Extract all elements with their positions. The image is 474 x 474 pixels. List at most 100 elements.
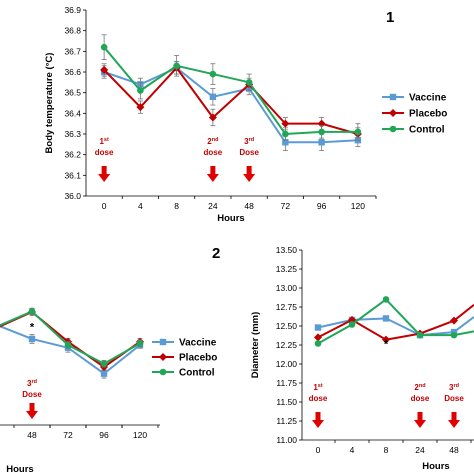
legend-label: Control xyxy=(409,125,445,136)
y-tick-label: 11.75 xyxy=(276,378,297,388)
legend: Vaccine Placebo Control xyxy=(152,338,217,379)
panel-1-body-temperature: 36.0 36.1 36.2 36.3 36.4 36.5 36.6 36.7 36.8 36.9… xyxy=(44,5,447,224)
y-tick-label: 36.3 xyxy=(64,129,81,139)
series-line-lead xyxy=(0,325,33,340)
arrow-head xyxy=(243,174,256,182)
dose-label: 1st xyxy=(313,383,323,392)
dose-word: dose xyxy=(204,148,223,157)
series-placebo xyxy=(100,61,362,141)
series-line xyxy=(31,337,141,375)
data-point xyxy=(282,130,289,138)
y-tick-label: 36.7 xyxy=(64,46,81,56)
y-tick-label: 12.50 xyxy=(276,321,298,331)
dose-word: dose xyxy=(411,394,430,403)
x-tick-label: 96 xyxy=(99,430,109,440)
series-vaccine xyxy=(28,334,144,379)
significance-marker: * xyxy=(30,321,35,333)
series-line-tail xyxy=(453,303,474,322)
x-tick-label: 24 xyxy=(208,201,218,211)
arrow-head xyxy=(448,420,460,428)
dose-word: dose xyxy=(95,148,114,157)
data-point xyxy=(136,340,144,347)
data-point xyxy=(136,103,145,112)
y-tick-label: 12.25 xyxy=(276,340,298,350)
data-point xyxy=(314,324,322,331)
y-tick-label: 36.1 xyxy=(64,170,81,180)
legend-marker xyxy=(159,338,167,346)
data-point xyxy=(382,296,390,303)
dose-word: Dose xyxy=(239,148,259,157)
y-tick-label: 13.00 xyxy=(276,283,298,293)
panel-number: 2 xyxy=(212,245,220,262)
dose-word: dose xyxy=(309,394,328,403)
data-point xyxy=(209,70,217,78)
data-point xyxy=(137,87,144,94)
arrow-shaft xyxy=(29,403,35,411)
data-point xyxy=(100,360,108,368)
dose-word: Dose xyxy=(22,390,42,399)
arrow-shaft xyxy=(417,412,423,420)
panel-2-partial: 48 72 96 120 Hours 2 * Vaccine Placebo Control 3rd… xyxy=(0,245,220,474)
legend-label: Control xyxy=(179,368,215,379)
arrow-shaft xyxy=(210,166,216,174)
y-tick-label: 13.25 xyxy=(276,264,298,274)
significance-marker: * xyxy=(384,338,389,350)
legend: Vaccine Placebo Control xyxy=(382,93,447,136)
data-point xyxy=(28,308,36,315)
arrow-shaft xyxy=(101,166,107,174)
data-point xyxy=(318,139,325,146)
x-axis-title: Hours xyxy=(422,461,449,472)
arrow-shaft xyxy=(315,412,321,420)
x-tick-label: 4 xyxy=(138,201,143,211)
arrow-head xyxy=(414,420,426,428)
data-point xyxy=(64,341,72,349)
dose-arrow xyxy=(243,166,256,182)
arrow-head xyxy=(98,174,111,182)
y-tick-label: 36.5 xyxy=(64,88,81,98)
dose-label: 2nd xyxy=(414,383,425,392)
legend-label: Placebo xyxy=(409,109,447,120)
data-point xyxy=(318,128,325,136)
legend-label: Placebo xyxy=(179,353,217,364)
x-axis-title: Hours xyxy=(217,213,244,224)
dose-arrow xyxy=(26,403,38,419)
y-tick-label: 13.50 xyxy=(276,245,298,255)
legend-marker xyxy=(389,109,397,117)
series-line xyxy=(103,66,359,135)
arrow-shaft xyxy=(451,412,457,420)
y-tick-label: 36.2 xyxy=(64,150,81,160)
x-tick-label: 4 xyxy=(350,445,355,455)
series-control xyxy=(314,296,458,347)
x-tick-label: 8 xyxy=(174,201,179,211)
dose-label: 3rd xyxy=(27,379,37,388)
dose-arrow xyxy=(98,166,111,182)
series-line xyxy=(31,310,141,365)
data-point xyxy=(382,335,390,344)
data-point xyxy=(245,79,253,86)
y-tick-label: 36.8 xyxy=(64,26,81,36)
arrow-head xyxy=(26,411,38,419)
series-control xyxy=(100,34,362,141)
y-tick-label: 11.00 xyxy=(276,435,297,445)
data-point xyxy=(100,370,108,377)
arrow-head xyxy=(312,420,324,428)
series-line-tail xyxy=(453,316,474,333)
data-point xyxy=(281,119,290,128)
x-tick-label: 72 xyxy=(63,430,73,440)
y-tick-label: 36.0 xyxy=(64,191,81,201)
y-tick-label: 11.25 xyxy=(276,416,297,426)
series-line xyxy=(103,46,358,136)
x-tick-label: 48 xyxy=(449,445,459,455)
y-tick-label: 12.75 xyxy=(276,302,298,312)
y-tick-label: 36.9 xyxy=(64,5,81,15)
dose-word: Dose xyxy=(444,394,464,403)
data-point xyxy=(354,128,362,136)
legend-marker xyxy=(389,125,397,133)
x-tick-label: 8 xyxy=(384,445,389,455)
x-tick-label: 96 xyxy=(317,201,327,211)
arrow-shaft xyxy=(246,166,252,174)
dose-arrow xyxy=(448,412,460,428)
data-point xyxy=(208,113,217,122)
arrow-head xyxy=(206,174,219,182)
dose-label: 3rd xyxy=(449,383,459,392)
